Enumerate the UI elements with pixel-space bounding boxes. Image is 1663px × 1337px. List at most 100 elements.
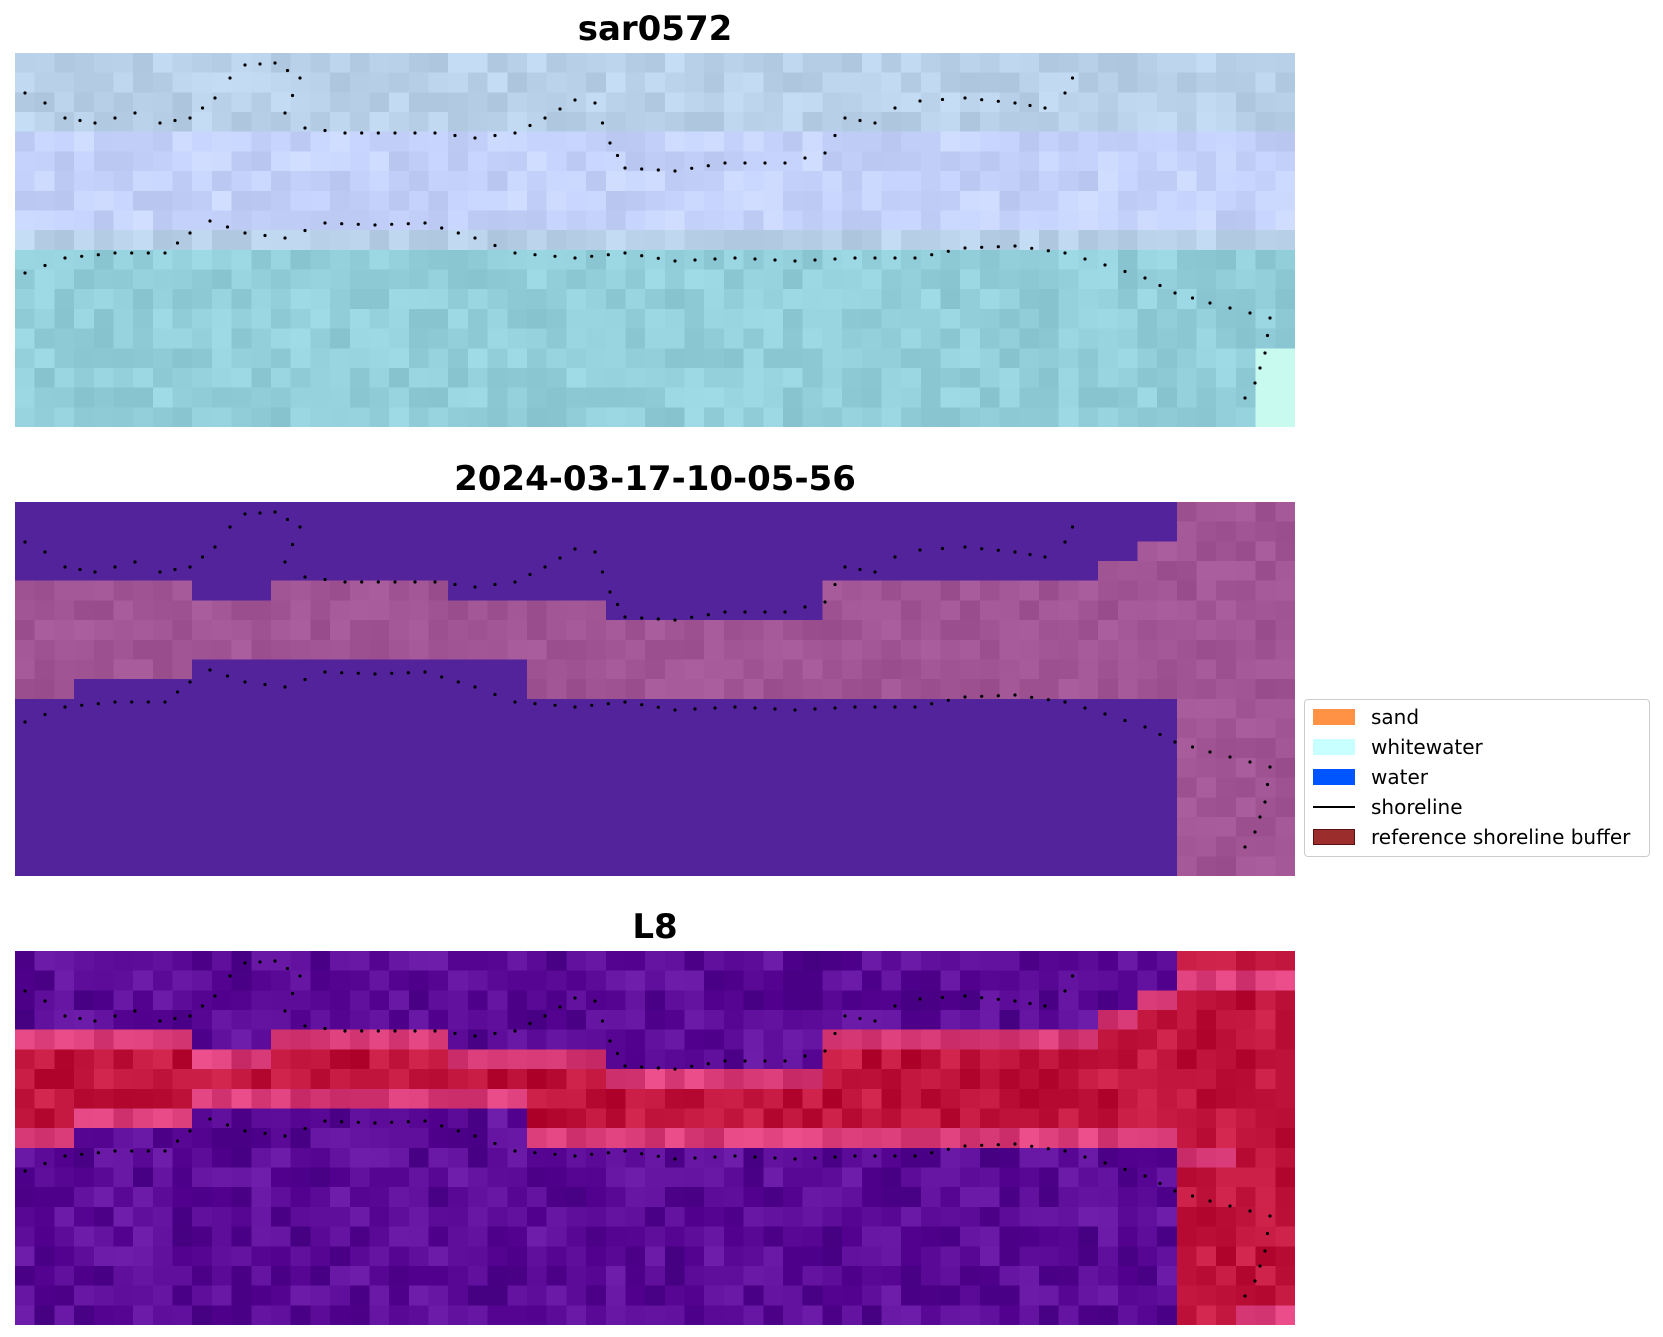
upper-shoreline-dot <box>453 133 457 138</box>
upper-shoreline-dot <box>243 63 247 67</box>
lower-shoreline-dot <box>606 702 610 706</box>
lower-shoreline-dot <box>356 1120 360 1124</box>
lower-shoreline-dot <box>673 708 677 712</box>
lower-shoreline-dot <box>390 1120 394 1124</box>
lower-shoreline-dot <box>533 1151 537 1155</box>
upper-shoreline-dot <box>23 91 27 95</box>
upper-shoreline-dot <box>173 567 177 572</box>
upper-shoreline-dot <box>188 1014 192 1018</box>
lower-shoreline-dot <box>243 680 247 684</box>
lower-shoreline-dot <box>693 707 697 711</box>
upper-shoreline-dot <box>290 542 295 547</box>
upper-shoreline-dot <box>1013 550 1017 554</box>
lower-shoreline-dot <box>853 1154 857 1158</box>
lower-shoreline-dot <box>513 1149 517 1153</box>
lower-shoreline-dot <box>163 1149 167 1153</box>
upper-shoreline-dot <box>273 959 277 963</box>
upper-shoreline-dot <box>493 133 497 138</box>
lower-shoreline-dot <box>533 702 537 706</box>
lower-shoreline-dot <box>713 257 717 261</box>
lower-shoreline-dot <box>163 700 167 704</box>
upper-shoreline-dot <box>93 1019 97 1023</box>
lower-shoreline-dot <box>423 1119 427 1123</box>
lower-shoreline-dot <box>1143 276 1147 280</box>
lower-shoreline-dot <box>1228 1204 1232 1208</box>
lower-shoreline-dot <box>406 222 410 226</box>
lower-shoreline-dot <box>373 223 377 227</box>
lower-shoreline-dot <box>996 245 1000 249</box>
legend-item-reference-buffer: reference shoreline buffer <box>1313 824 1630 850</box>
lower-shoreline-dot <box>753 1155 757 1159</box>
upper-shoreline-dot <box>1070 525 1075 529</box>
lower-shoreline-dot <box>553 1152 557 1156</box>
lower-shoreline-dot <box>113 1149 117 1153</box>
upper-shoreline-dot <box>173 118 177 123</box>
upper-shoreline-dot <box>573 996 577 1000</box>
lower-shoreline-dot <box>175 690 180 694</box>
upper-shoreline-dot <box>743 1059 747 1063</box>
lower-shoreline-dot <box>1158 1181 1162 1186</box>
lower-shoreline-dot <box>513 251 517 255</box>
upper-shoreline-dot <box>543 565 547 569</box>
lower-shoreline-dot <box>793 259 797 263</box>
lower-shoreline-dot <box>1248 311 1252 315</box>
lower-shoreline-dot <box>996 694 1000 698</box>
upper-shoreline-dot <box>706 1062 710 1066</box>
lower-shoreline-dot <box>188 1129 192 1133</box>
lower-shoreline-dot <box>1243 845 1247 849</box>
lower-shoreline-dot <box>773 258 777 262</box>
lower-shoreline-dot <box>913 705 917 709</box>
upper-shoreline-dot <box>200 1004 205 1008</box>
upper-shoreline-dot <box>513 580 517 584</box>
upper-shoreline-dot <box>243 961 247 965</box>
upper-shoreline-dot <box>78 567 82 572</box>
lower-shoreline-dot <box>1083 257 1087 261</box>
lower-shoreline-dot <box>188 231 192 235</box>
lower-shoreline-dot <box>1173 740 1177 744</box>
lower-shoreline-dot <box>1173 1189 1177 1193</box>
upper-shoreline-dot <box>558 1005 562 1009</box>
upper-shoreline-dot <box>640 1065 644 1069</box>
lower-shoreline-dot <box>63 705 67 709</box>
lower-shoreline-dot <box>493 692 497 697</box>
upper-shoreline-dot <box>843 565 847 569</box>
upper-shoreline-dot <box>258 511 262 515</box>
upper-shoreline-dot <box>640 616 644 620</box>
shoreline-overlay-index <box>23 959 1272 1298</box>
lower-shoreline-dot <box>1063 251 1067 255</box>
lower-shoreline-dot <box>423 670 427 674</box>
lower-shoreline-dot <box>390 671 394 675</box>
upper-shoreline-dot <box>43 550 47 554</box>
lower-shoreline-dot <box>1263 1249 1267 1253</box>
lower-shoreline-dot <box>833 257 837 261</box>
lower-shoreline-dot <box>673 1157 677 1161</box>
lower-shoreline-dot <box>1258 1264 1262 1268</box>
upper-shoreline-dot <box>473 136 477 140</box>
upper-shoreline-dot <box>228 974 232 978</box>
lower-shoreline-dot <box>693 1156 697 1160</box>
upper-shoreline-dot <box>1043 1004 1047 1008</box>
lower-shoreline-dot <box>80 254 84 258</box>
upper-shoreline-dot <box>743 610 747 614</box>
lower-shoreline-dot <box>80 1152 84 1156</box>
upper-shoreline-dot <box>133 111 137 115</box>
lower-shoreline-dot <box>853 705 857 709</box>
lower-shoreline-dot <box>283 685 287 689</box>
upper-shoreline-dot <box>593 101 597 105</box>
lower-shoreline-dot <box>146 700 150 704</box>
upper-shoreline-dot <box>188 565 192 569</box>
lower-shoreline-dot <box>813 1156 817 1160</box>
lower-shoreline-dot <box>130 1149 134 1153</box>
upper-shoreline-dot <box>803 605 807 609</box>
index-image <box>15 951 1295 1325</box>
lower-shoreline-dot <box>946 1147 950 1151</box>
upper-shoreline-dot <box>893 555 897 559</box>
upper-shoreline-dot <box>673 169 677 173</box>
upper-shoreline-dot <box>158 1019 162 1023</box>
upper-shoreline-dot <box>858 118 862 123</box>
upper-shoreline-dot <box>940 97 945 102</box>
lower-shoreline-dot <box>573 705 577 709</box>
upper-shoreline-dot <box>290 93 295 98</box>
lower-shoreline-dot <box>773 707 777 711</box>
lower-shoreline-dot <box>1030 1144 1034 1148</box>
